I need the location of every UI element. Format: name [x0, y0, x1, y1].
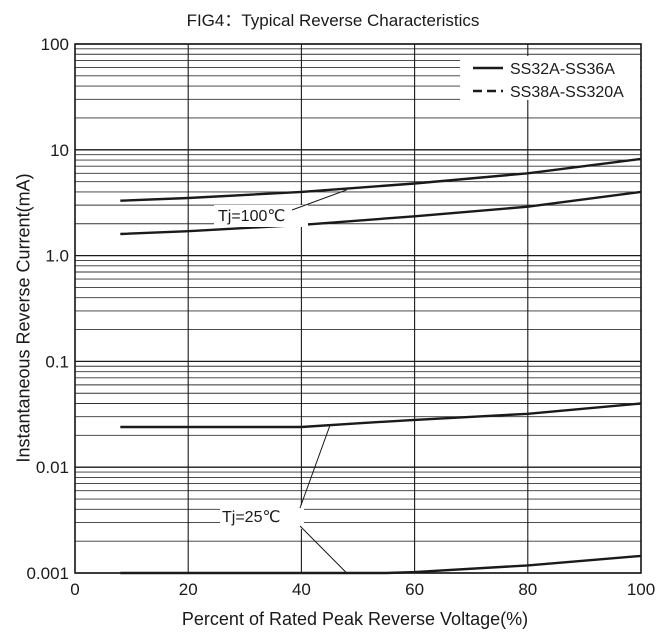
- tick-labels: 0 20 40 60 80 100 0.001 0.01 0.1 1.0 10 100: [26, 35, 655, 599]
- y-tick-label: 0.001: [26, 564, 69, 583]
- legend-box: [460, 56, 640, 100]
- series-line: [120, 402, 642, 429]
- annotations-group: Tj=100℃ Tj=25℃: [214, 189, 348, 574]
- chart-title: FIG4：Typical Reverse Characteristics: [186, 11, 480, 30]
- legend-entry-label: SS32A-SS36A: [510, 61, 615, 78]
- series-line: [120, 554, 642, 575]
- x-tick-label: 100: [627, 580, 655, 599]
- annotation-leader-line: [299, 425, 331, 509]
- annotation-tj-100: Tj=100℃: [218, 208, 285, 225]
- legend-entry-label: SS38A-SS320A: [510, 84, 624, 101]
- annotation-tj-100-bg: [214, 205, 308, 227]
- legend: SS32A-SS36A SS38A-SS320A: [460, 56, 640, 101]
- series-line: [120, 157, 642, 202]
- x-tick-label: 40: [292, 580, 311, 599]
- annotation-leader-line: [299, 525, 348, 574]
- y-tick-label: 0.01: [36, 458, 69, 477]
- grid: [74, 43, 642, 574]
- x-tick-label: 20: [179, 580, 198, 599]
- annotation-leader-line: [291, 189, 347, 211]
- x-tick-label: 80: [518, 580, 537, 599]
- y-tick-label: 0.1: [45, 352, 69, 371]
- series-group: [120, 157, 642, 575]
- annotation-tj-25: Tj=25℃: [222, 509, 280, 526]
- series-line: [120, 190, 642, 236]
- y-tick-label: 10: [50, 141, 69, 160]
- y-tick-label: 100: [41, 35, 69, 54]
- plot-frame: [74, 43, 642, 574]
- x-tick-label: 60: [405, 580, 424, 599]
- y-axis-label: Instantaneous Reverse Current(mA): [13, 173, 34, 463]
- x-tick-label: 0: [70, 580, 79, 599]
- y-tick-label: 1.0: [45, 247, 69, 266]
- annotation-tj-25-bg: [220, 505, 304, 529]
- x-axis-label: Percent of Rated Peak Reverse Voltage(%): [181, 609, 529, 629]
